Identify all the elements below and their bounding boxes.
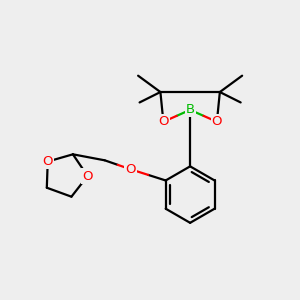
Text: B: B: [186, 103, 195, 116]
Text: O: O: [43, 155, 53, 168]
Text: O: O: [212, 115, 222, 128]
Text: O: O: [125, 163, 136, 176]
Text: O: O: [158, 115, 169, 128]
Text: O: O: [82, 169, 93, 182]
